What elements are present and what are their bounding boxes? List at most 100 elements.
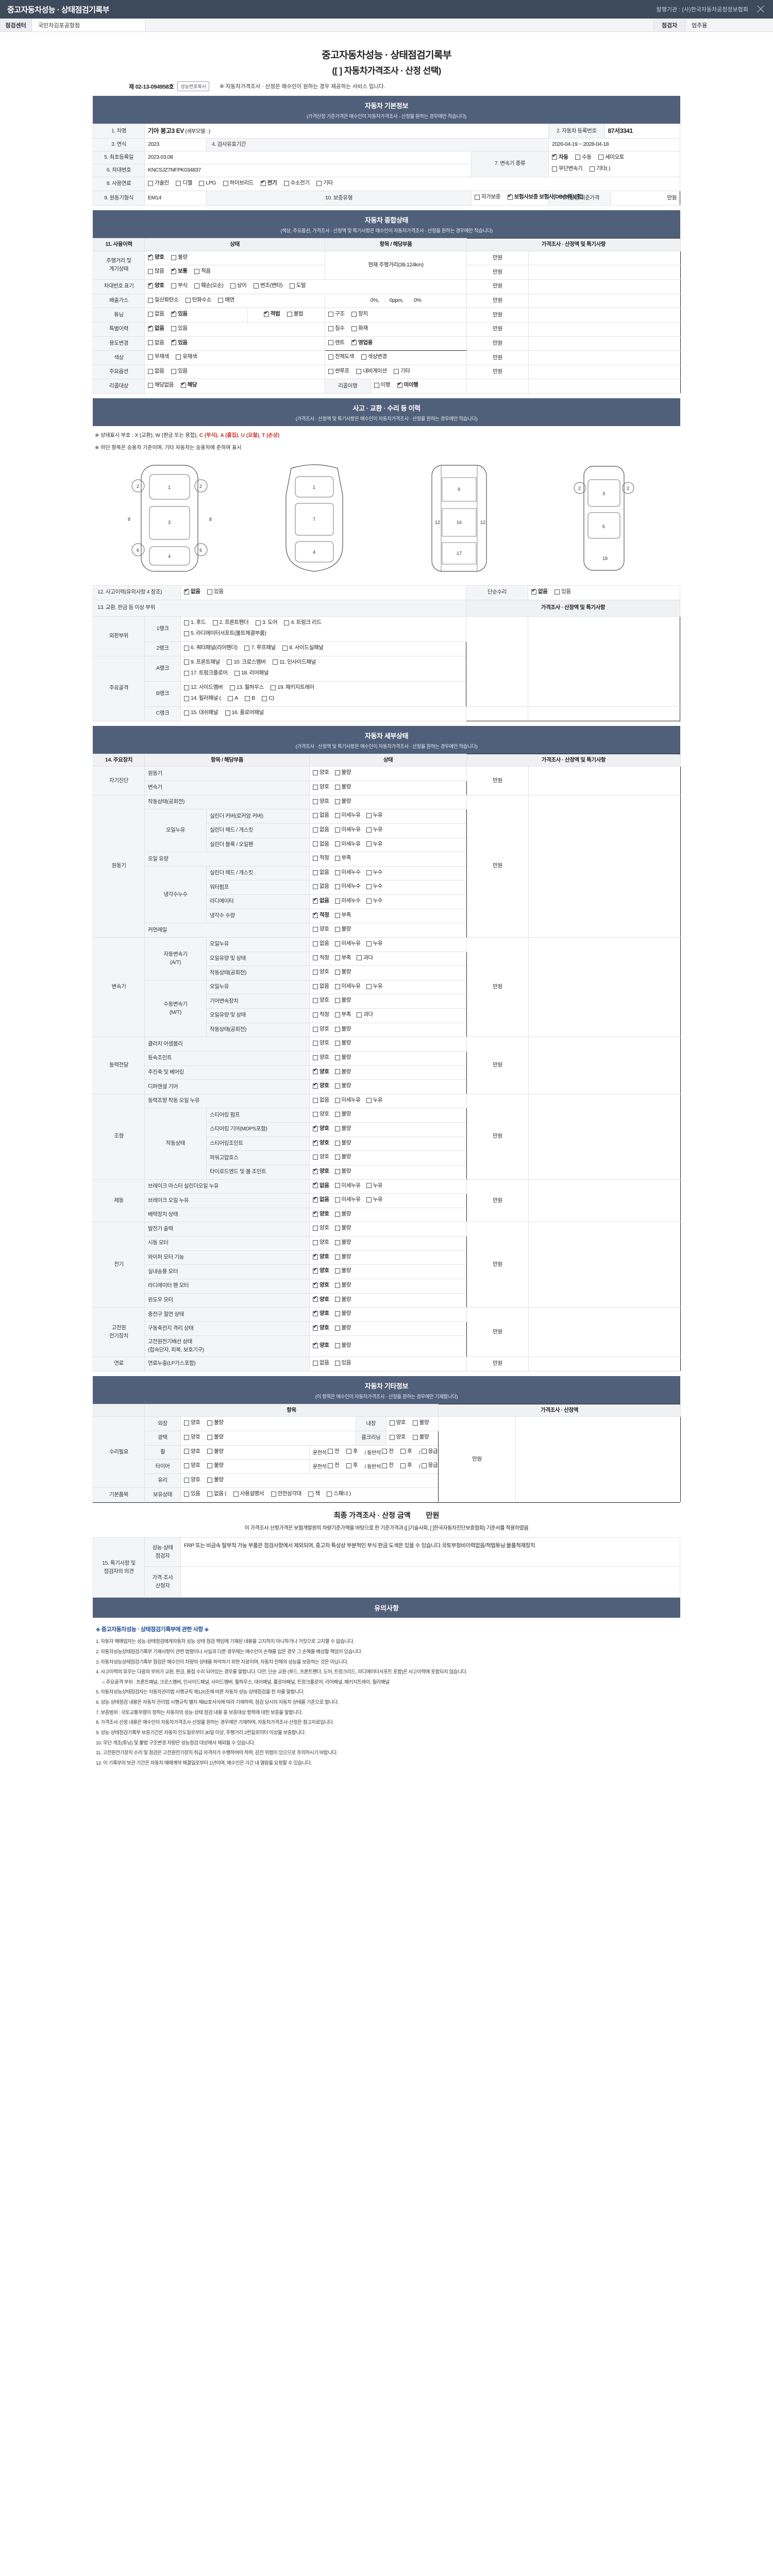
opt-추진축-및-베어링-1[interactable]: 불량	[334, 1068, 351, 1076]
opt-와이퍼-모터-기능-0[interactable]: 양호	[313, 1253, 329, 1261]
vin-mark-corrosion[interactable]: 부식	[171, 282, 188, 290]
opt-브레이크-마스터-실린더오일-누유-1[interactable]: 미세누유	[334, 1182, 361, 1190]
panel-pillar-c[interactable]: C)	[262, 694, 274, 703]
opt-동력조향-작동-오일-누유-2[interactable]: 누유	[366, 1096, 382, 1105]
color-achromatic[interactable]: 무채색	[148, 353, 169, 361]
panel-pillar-a[interactable]: A	[228, 694, 238, 703]
opt-작동상태-공회전--0[interactable]: 양호	[313, 1025, 329, 1033]
opt-브레이크-오일-누유-2[interactable]: 누유	[366, 1196, 382, 1204]
opt-라디에이터-팬-모터-0[interactable]: 양호	[313, 1281, 329, 1290]
mileage-option-good[interactable]: 양호	[148, 253, 164, 262]
opt-배력장치-상태-1[interactable]: 불량	[334, 1210, 351, 1218]
option-none[interactable]: 없음	[148, 367, 164, 376]
opt-시동-모터-1[interactable]: 불량	[334, 1239, 351, 1247]
opt-기어변속장치-0[interactable]: 양호	[313, 996, 329, 1005]
opt-스티어링조인트-1[interactable]: 불량	[334, 1139, 351, 1147]
mileage-amount-high[interactable]: 많음	[148, 267, 164, 276]
opt-실린더-헤드-개스킷-2[interactable]: 누수	[366, 869, 382, 877]
opt-오일유량-및-상태-2[interactable]: 과다	[357, 954, 373, 962]
mileage-amount-normal[interactable]: 보통	[171, 267, 188, 276]
copy-performance-number-button[interactable]: 성능번호복사	[177, 81, 209, 91]
opt-스티어링-기어-mdps포함--0[interactable]: 양호	[313, 1125, 329, 1133]
opt-충전구-절연-상태-0[interactable]: 양호	[313, 1310, 329, 1318]
tuning-legal[interactable]: 적법	[263, 310, 280, 318]
opt-클러치-어셈블리-0[interactable]: 양호	[313, 1039, 329, 1047]
color-full-repaint[interactable]: 전체도색	[328, 353, 354, 361]
opt-오일누유-2[interactable]: 누유	[366, 982, 382, 991]
opt-디퍼렌셜-기어-0[interactable]: 양호	[313, 1082, 329, 1090]
opt-구동축전지-격리-상태-1[interactable]: 불량	[334, 1324, 351, 1332]
tire-driver-front[interactable]: 전	[327, 1462, 340, 1470]
usage-change-commercial[interactable]: 영업용	[351, 338, 373, 347]
item-manual[interactable]: 사용설명서	[233, 1490, 264, 1498]
special-history-exists[interactable]: 있음	[171, 325, 188, 333]
opt-실린더-블록-오일팬-2[interactable]: 누유	[366, 840, 382, 849]
panel-trunk-floor[interactable]: 17. 트렁크플로어	[184, 669, 228, 677]
usage-change-none[interactable]: 없음	[148, 339, 164, 347]
wheel-spare[interactable]: 응급	[421, 1448, 438, 1456]
polish-bad[interactable]: 불량	[207, 1433, 224, 1442]
glass-good[interactable]: 양호	[184, 1476, 200, 1484]
opt-시동-모터-0[interactable]: 양호	[313, 1239, 329, 1247]
possession-no[interactable]: 없음 (	[207, 1490, 227, 1498]
opt-변속기-0[interactable]: 양호	[313, 783, 329, 791]
item-spanner[interactable]: 스패너 )	[327, 1490, 351, 1498]
warranty-option-self[interactable]: 자가보증	[474, 193, 500, 201]
opt-원동기-1[interactable]: 불량	[334, 769, 351, 777]
opt-오일유량-및-상태-0[interactable]: 적정	[313, 1011, 329, 1019]
opt-오일누유-2[interactable]: 누유	[366, 940, 382, 948]
wheel-passenger-front[interactable]: 전	[382, 1448, 394, 1456]
room-cleaning-bad[interactable]: 불량	[412, 1433, 429, 1442]
recall-not-applicable[interactable]: 해당없음	[148, 381, 174, 389]
fuel-option-diesel[interactable]: 디젤	[176, 179, 192, 188]
fuel-option-lpg[interactable]: LPG	[199, 179, 216, 188]
opt-스티어링-기어-mdps포함--1[interactable]: 불량	[334, 1125, 351, 1133]
opt-냉각수-수량-1[interactable]: 부족	[334, 911, 351, 920]
tire-passenger-front[interactable]: 전	[382, 1462, 394, 1470]
opt-변속기-1[interactable]: 불량	[334, 783, 351, 791]
opt-파워고압호스-1[interactable]: 불량	[334, 1153, 351, 1161]
opt-실린더-커버-로커암-커버--1[interactable]: 미세누유	[334, 811, 361, 820]
opt-실린더-헤드-개스킷-1[interactable]: 미세누유	[334, 826, 361, 834]
opt-워터펌프-1[interactable]: 미세누수	[334, 883, 361, 891]
wheel-bad[interactable]: 불량	[207, 1448, 224, 1456]
item-triangle[interactable]: 안전삼각대	[271, 1490, 301, 1498]
opt-원동기-0[interactable]: 양호	[313, 769, 329, 777]
tire-bad[interactable]: 불량	[207, 1462, 224, 1470]
fuel-option-other[interactable]: 기타	[316, 179, 333, 188]
recall-applicable[interactable]: 해당	[180, 381, 197, 389]
opt-냉각수-수량-0[interactable]: 적정	[313, 911, 329, 920]
opt-배력장치-상태-0[interactable]: 양호	[313, 1210, 329, 1218]
wheel-passenger-rear[interactable]: 후	[400, 1448, 412, 1456]
transmission-option-manual[interactable]: 수동	[575, 154, 592, 162]
item-jack[interactable]: 잭	[308, 1490, 320, 1498]
opt-클러치-어셈블리-1[interactable]: 불량	[334, 1039, 351, 1047]
panel-dash[interactable]: 15. 대쉬패널	[184, 709, 218, 717]
opt-라디에이터-1[interactable]: 미세누수	[334, 897, 361, 905]
wheel-driver-front[interactable]: 전	[327, 1448, 340, 1456]
opt-오일누유-1[interactable]: 미세누유	[334, 982, 361, 991]
panel-quarter[interactable]: 6. 쿼터패널(리어펜더)	[184, 644, 238, 652]
glass-bad[interactable]: 불량	[207, 1476, 224, 1484]
interior-bad[interactable]: 불량	[412, 1419, 429, 1427]
opt-워터펌프-0[interactable]: 없음	[313, 883, 329, 891]
tuning-structure[interactable]: 구조	[328, 310, 345, 318]
simple-repair-none[interactable]: 없음	[531, 588, 548, 596]
opt-와이퍼-모터-기능-1[interactable]: 불량	[334, 1253, 351, 1261]
opt-윈도우-모터-1[interactable]: 불량	[334, 1296, 351, 1304]
accident-history-none[interactable]: 없음	[184, 588, 200, 596]
transmission-option-semiauto[interactable]: 세미오토	[598, 154, 625, 162]
mileage-option-bad[interactable]: 불량	[171, 253, 188, 262]
opt-실린더-블록-오일팬-0[interactable]: 없음	[313, 840, 329, 849]
vin-mark-altered[interactable]: 변조(변타)	[253, 282, 283, 290]
opt-발전기-출력-0[interactable]: 양호	[313, 1224, 329, 1232]
opt-실린더-커버-로커암-커버--0[interactable]: 없음	[313, 811, 329, 820]
wheel-driver-rear[interactable]: 후	[346, 1448, 358, 1456]
tuning-exists[interactable]: 있음	[171, 310, 188, 318]
opt-라디에이터-2[interactable]: 누수	[366, 897, 382, 905]
simple-repair-exists[interactable]: 있음	[554, 588, 571, 596]
tire-spare[interactable]: 응급	[421, 1462, 438, 1470]
vin-mark-erased[interactable]: 도말	[289, 282, 306, 290]
tuning-device[interactable]: 장치	[351, 310, 368, 318]
opt-타이로드엔드-및-볼-조인트-1[interactable]: 불량	[334, 1167, 351, 1176]
